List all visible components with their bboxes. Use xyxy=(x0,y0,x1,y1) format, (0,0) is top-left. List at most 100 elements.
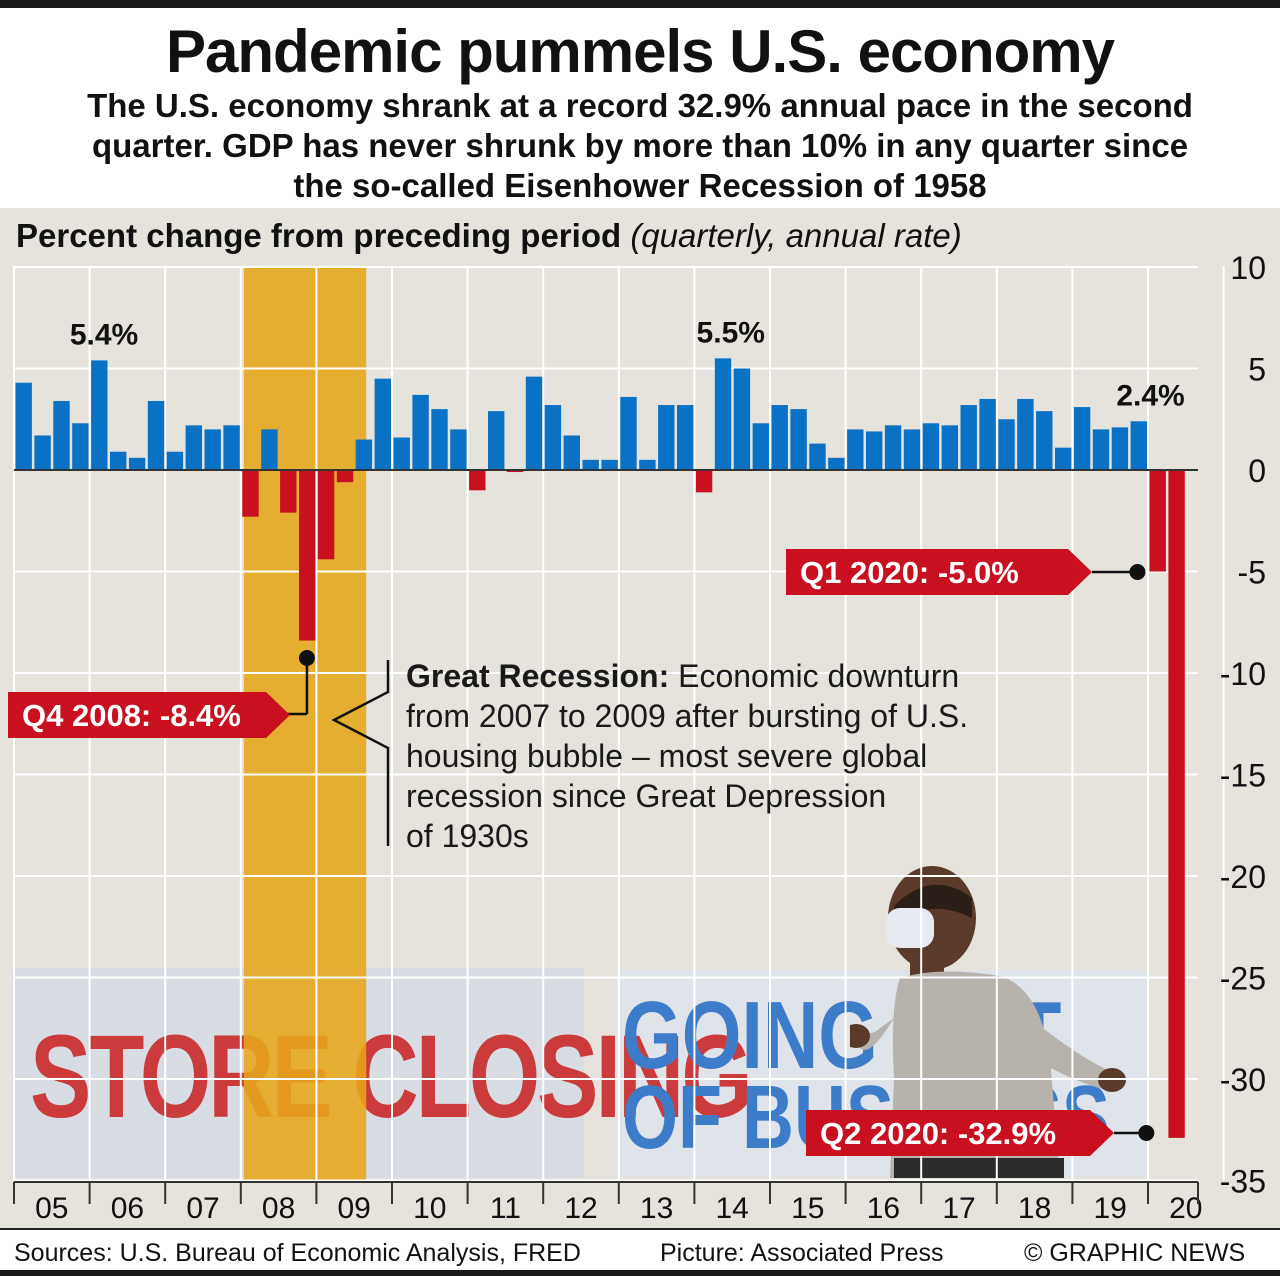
bar xyxy=(1111,427,1129,470)
q1-2020-label-flag xyxy=(786,549,1092,595)
footer-sources: Sources: U.S. Bureau of Economic Analysi… xyxy=(14,1239,581,1267)
x-tick-label: 20 xyxy=(1169,1192,1202,1225)
q1-2020-label-text: Q1 2020: -5.0% xyxy=(800,555,1019,590)
bar xyxy=(1036,411,1053,470)
bar xyxy=(544,405,562,470)
bar xyxy=(393,437,410,470)
bar xyxy=(450,429,467,470)
chart-axis-label: Percent change from preceding period (qu… xyxy=(16,214,962,258)
q2-2020-dot xyxy=(1138,1125,1155,1141)
bar xyxy=(1073,407,1091,470)
q2-2020-label-text: Q2 2020: -32.9% xyxy=(820,1116,1056,1151)
bar xyxy=(828,457,845,470)
x-tick-label: 14 xyxy=(716,1192,749,1225)
y-tick-label: -15 xyxy=(1220,758,1266,794)
y-tick-label: 10 xyxy=(1230,250,1266,286)
bar xyxy=(866,431,883,470)
q4-2008-label-text: Q4 2008: -8.4% xyxy=(22,698,241,733)
bar xyxy=(695,470,713,493)
q4-2008-label-flag xyxy=(8,692,290,738)
bar xyxy=(469,470,486,491)
bar xyxy=(809,443,826,470)
bar xyxy=(15,382,32,470)
bar xyxy=(1168,470,1185,1138)
bar xyxy=(582,459,599,470)
bar xyxy=(658,405,675,470)
bar xyxy=(336,470,354,483)
y-tick-label: -10 xyxy=(1220,656,1266,692)
bar xyxy=(790,409,807,470)
bar xyxy=(752,423,769,470)
subtitle-line-1: The U.S. economy shrank at a record 32.9… xyxy=(87,87,1193,124)
bar xyxy=(355,439,373,470)
bar xyxy=(110,451,127,470)
bar xyxy=(431,409,448,470)
x-tick-label: 10 xyxy=(413,1192,446,1225)
bar xyxy=(261,429,278,470)
q1-2020-dot xyxy=(1129,564,1146,580)
x-tick-label: 09 xyxy=(338,1192,371,1225)
bar xyxy=(53,400,70,470)
bar xyxy=(299,470,316,641)
bar xyxy=(91,360,108,470)
bar xyxy=(204,429,221,470)
chart-subtitle: The U.S. economy shrank at a record 32.9… xyxy=(20,86,1260,206)
bar xyxy=(714,358,732,470)
bar xyxy=(884,425,902,470)
bar xyxy=(960,405,977,470)
q2-2020-label-flag xyxy=(806,1110,1114,1156)
subtitle-line-2: quarter. GDP has never shrunk by more th… xyxy=(91,127,1189,164)
bar xyxy=(506,470,524,473)
x-tick-label: 17 xyxy=(942,1192,975,1225)
bar xyxy=(1149,470,1166,572)
great-recession-text-5: of 1930s xyxy=(406,818,529,854)
bar xyxy=(412,394,429,470)
subtitle-line-3: the so-called Eisenhower Recession of 19… xyxy=(293,167,987,204)
bar xyxy=(223,425,240,470)
bar xyxy=(941,425,958,470)
x-tick-label: 08 xyxy=(262,1192,295,1225)
x-tick-label: 06 xyxy=(111,1192,144,1225)
y-tick-label: 5 xyxy=(1248,352,1266,388)
data-label: 2.4% xyxy=(1116,379,1184,412)
y-tick-label: -30 xyxy=(1220,1062,1266,1098)
bar xyxy=(317,470,335,560)
bar xyxy=(677,405,694,470)
bar xyxy=(166,451,184,470)
bar xyxy=(185,425,202,470)
x-tick-label: 11 xyxy=(490,1192,521,1225)
great-recession-text-2: from 2007 to 2009 after bursting of U.S. xyxy=(406,698,969,734)
y-tick-label: -35 xyxy=(1220,1164,1266,1200)
bar xyxy=(771,405,788,470)
data-label: 5.4% xyxy=(70,318,138,351)
bar xyxy=(242,470,259,517)
footer-rule xyxy=(0,1228,1280,1230)
bar xyxy=(733,368,751,470)
y-tick-label: -25 xyxy=(1220,961,1266,997)
y-tick-label: -5 xyxy=(1238,555,1266,591)
bar xyxy=(1092,429,1110,470)
bar xyxy=(34,435,51,470)
x-tick-label: 13 xyxy=(640,1192,673,1225)
bar xyxy=(903,429,921,470)
bar xyxy=(620,396,637,470)
chart-label-main: Percent change from preceding period xyxy=(16,217,622,254)
x-tick-label: 18 xyxy=(1018,1192,1051,1225)
x-tick-label: 12 xyxy=(564,1192,597,1225)
footer-graphic-news: © GRAPHIC NEWS xyxy=(1024,1239,1246,1267)
q4-2008-dot xyxy=(298,650,315,666)
data-label: 5.5% xyxy=(697,316,765,349)
x-tick-label: 05 xyxy=(35,1192,68,1225)
x-tick-label: 15 xyxy=(791,1192,824,1225)
bar xyxy=(488,411,505,470)
x-tick-label: 19 xyxy=(1094,1192,1127,1225)
bar xyxy=(1055,447,1072,470)
x-tick-label: 07 xyxy=(186,1192,219,1225)
footer-picture-credit: Picture: Associated Press xyxy=(660,1239,944,1267)
great-recession-callout: Great Recession: Economic downturn from … xyxy=(406,656,1046,856)
chart-title: Pandemic pummels U.S. economy xyxy=(166,18,1115,85)
great-recession-text-3: housing bubble – most severe global xyxy=(406,738,928,774)
bottom-rule xyxy=(0,1270,1280,1276)
y-tick-label: -20 xyxy=(1220,859,1266,895)
